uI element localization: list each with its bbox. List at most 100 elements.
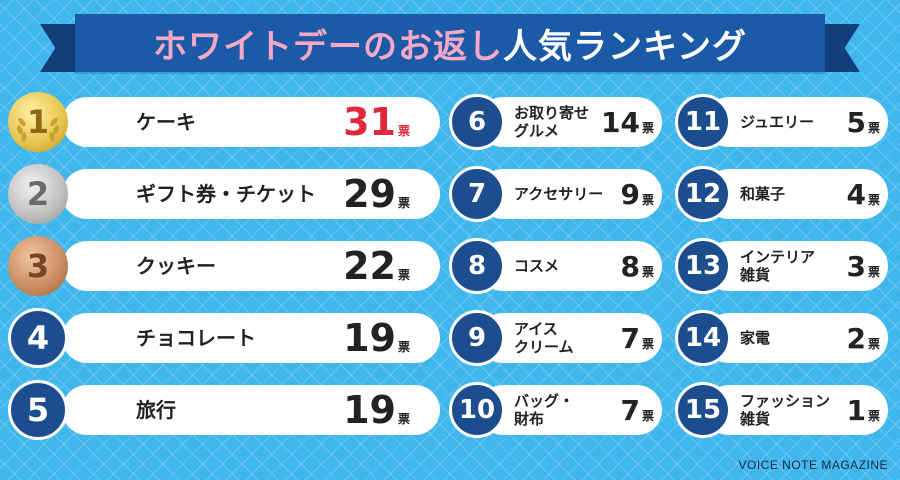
rank-number: 6 xyxy=(467,107,487,137)
rank-card-11: ジュエリー 5 票 xyxy=(704,97,888,147)
rank-number: 5 xyxy=(26,391,50,429)
votes-number: 9 xyxy=(620,178,640,211)
votes-number: 22 xyxy=(343,244,396,288)
rank-number: 10 xyxy=(458,395,496,425)
rank-card-10: バッグ・ 財布 7 票 xyxy=(478,385,662,435)
footer-credit: VOICE NOTE MAGAZINE xyxy=(738,458,888,472)
votes-number: 4 xyxy=(846,178,866,211)
rank-number: 15 xyxy=(684,395,722,425)
rank-item-name: インテリア 雑貨 xyxy=(740,248,816,284)
votes-unit: 票 xyxy=(641,337,654,351)
votes-unit: 票 xyxy=(867,265,880,279)
title-white-part: 人気ランキング xyxy=(503,26,747,67)
rank-card-1: ケーキ 31 票 xyxy=(62,97,440,147)
title-ribbon: ホワイトデーのお返し人気ランキング xyxy=(75,14,825,72)
votes-unit: 票 xyxy=(867,337,880,351)
rank-item-name: 旅行 xyxy=(136,398,176,422)
rank-item-name: ジュエリー xyxy=(740,113,814,131)
rank-number: 12 xyxy=(684,179,722,209)
rank-item-name: お取り寄せ グルメ xyxy=(514,104,590,140)
rank-badge: 6 xyxy=(449,94,505,150)
laurel-icon xyxy=(17,117,59,142)
rank-votes: 19 票 xyxy=(343,388,410,432)
rank-number: 1 xyxy=(26,103,50,141)
rank-item-name: 和菓子 xyxy=(740,185,786,203)
votes-number: 1 xyxy=(846,394,866,427)
rank-card-15: ファッション 雑貨 1 票 xyxy=(704,385,888,435)
rank-card-3: クッキー 22 票 xyxy=(62,241,440,291)
votes-unit: 票 xyxy=(641,265,654,279)
rank-number: 4 xyxy=(26,319,50,357)
rank-badge: 12 xyxy=(675,166,731,222)
rank-number: 14 xyxy=(684,323,722,353)
votes-number: 3 xyxy=(846,250,866,283)
votes-unit: 票 xyxy=(641,121,654,135)
votes-unit: 票 xyxy=(397,196,410,210)
votes-unit: 票 xyxy=(397,268,410,282)
votes-number: 7 xyxy=(620,322,640,355)
rank-card-12: 和菓子 4 票 xyxy=(704,169,888,219)
rank-item-name: 家電 xyxy=(740,329,771,347)
rank-card-6: お取り寄せ グルメ 14 票 xyxy=(478,97,662,147)
votes-unit: 票 xyxy=(867,121,880,135)
rank-badge: 10 xyxy=(449,382,505,438)
rank-badge: 7 xyxy=(449,166,505,222)
rank-card-2: ギフト券・チケット 29 票 xyxy=(62,169,440,219)
votes-number: 29 xyxy=(343,172,396,216)
page-title: ホワイトデーのお返し人気ランキング xyxy=(153,19,747,68)
rank-number: 9 xyxy=(467,323,487,353)
votes-unit: 票 xyxy=(397,412,410,426)
rank-votes: 31 票 xyxy=(343,100,410,144)
votes-unit: 票 xyxy=(397,124,410,138)
rank-card-9: アイス クリーム 7 票 xyxy=(478,313,662,363)
rank-number: 3 xyxy=(26,247,50,285)
votes-number: 31 xyxy=(343,100,396,144)
rank-number: 13 xyxy=(684,251,722,281)
rank-item-name: ファッション 雑貨 xyxy=(740,392,831,428)
rank-badge: 4 xyxy=(8,308,68,368)
votes-number: 19 xyxy=(343,388,396,432)
gold-medal-icon: 1 xyxy=(8,92,68,152)
votes-number: 2 xyxy=(846,322,866,355)
rank-number: 8 xyxy=(467,251,487,281)
laurel-leaf xyxy=(18,117,26,127)
votes-number: 19 xyxy=(343,316,396,360)
rank-badge: 15 xyxy=(675,382,731,438)
rank-card-14: 家電 2 票 xyxy=(704,313,888,363)
rank-card-13: インテリア 雑貨 3 票 xyxy=(704,241,888,291)
rank-card-8: コスメ 8 票 xyxy=(478,241,662,291)
bronze-medal-icon: 3 xyxy=(8,236,68,296)
rank-votes: 22 票 xyxy=(343,244,410,288)
rank-badge: 5 xyxy=(8,380,68,440)
rank-item-name: チョコレート xyxy=(136,326,256,350)
rank-number: 2 xyxy=(26,175,50,213)
laurel-leaf xyxy=(17,125,23,135)
title-pink-part: ホワイトデーのお返し xyxy=(153,26,503,67)
rank-item-name: コスメ xyxy=(514,257,560,275)
votes-unit: 票 xyxy=(397,340,410,354)
rank-votes: 14 票 xyxy=(601,106,654,139)
rank-number: 11 xyxy=(684,107,722,137)
rank-badge: 14 xyxy=(675,310,731,366)
laurel-leaf xyxy=(53,125,59,135)
rank-card-7: アクセサリー 9 票 xyxy=(478,169,662,219)
rank-item-name: クッキー xyxy=(136,254,216,278)
votes-unit: 票 xyxy=(641,409,654,423)
votes-unit: 票 xyxy=(641,193,654,207)
votes-number: 14 xyxy=(601,106,640,139)
rank-badge: 11 xyxy=(675,94,731,150)
votes-unit: 票 xyxy=(867,193,880,207)
rank-votes: 19 票 xyxy=(343,316,410,360)
silver-medal-icon: 2 xyxy=(8,164,68,224)
laurel-leaf xyxy=(21,132,27,142)
